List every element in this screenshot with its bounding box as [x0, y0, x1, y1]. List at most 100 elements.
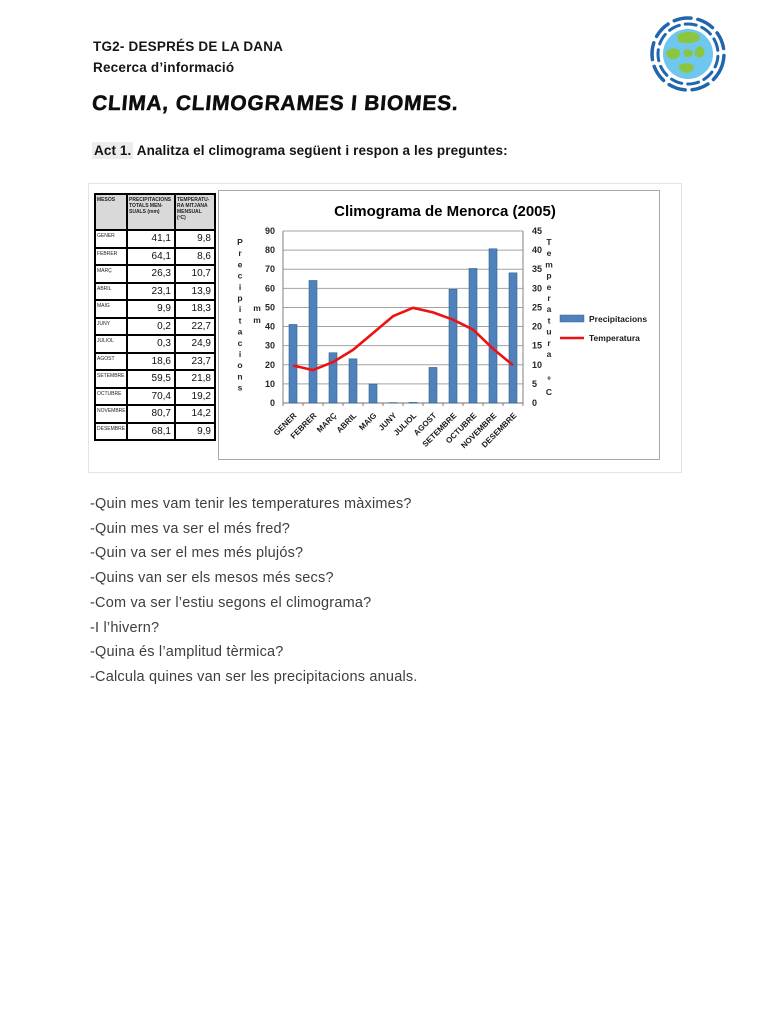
- right-axis-title: a: [547, 349, 552, 359]
- precip-bar: [348, 358, 358, 404]
- month-cell: SETEMBRE: [94, 369, 128, 389]
- left-axis-title: s: [238, 383, 243, 393]
- precip-bar: [288, 324, 298, 404]
- precip-bar: [488, 248, 498, 404]
- precip-bar: [448, 288, 458, 404]
- right-axis-tick-label: 25: [532, 302, 542, 312]
- right-axis-title: u: [546, 327, 551, 337]
- table-row: NOVEMBRE 80,7 14,2: [94, 404, 216, 424]
- right-axis-tick-label: 15: [532, 341, 542, 351]
- table-row: AGOST 18,6 23,7: [94, 351, 216, 371]
- right-axis-title: p: [546, 271, 551, 281]
- left-axis-title: e: [238, 259, 243, 269]
- activity-text: Analitza el climograma següent i respon …: [133, 143, 508, 158]
- left-axis-tick-label: 60: [265, 283, 275, 293]
- left-axis-tick-label: 80: [265, 245, 275, 255]
- climate-data-table: MESOS PRECIPITACIONS TOTALS MEN- SUALS (m…: [94, 193, 216, 441]
- temperature-cell: 8,6: [174, 246, 216, 266]
- temperature-cell: 21,8: [174, 369, 216, 389]
- left-axis-title: a: [238, 327, 243, 337]
- left-axis-title: i: [239, 304, 241, 314]
- temperature-cell: 19,2: [174, 386, 216, 406]
- temperature-cell: 14,2: [174, 404, 216, 424]
- doc-header-line1: TG2- DESPRÉS DE LA DANA: [93, 39, 284, 54]
- table-row: DESEMBRE 68,1 9,9: [94, 421, 216, 441]
- precip-bar: [408, 402, 418, 404]
- question-line: -Com va ser l’estiu segons el climograma…: [90, 594, 372, 611]
- precipitation-cell: 41,1: [126, 229, 176, 249]
- right-axis-title: T: [546, 237, 552, 247]
- activity-prompt: Act 1. Analitza el climograma següent i …: [92, 142, 508, 159]
- table-row: JULIOL 0,3 24,9: [94, 334, 216, 354]
- left-axis-title: i: [239, 349, 241, 359]
- month-cell: ABRIL: [94, 281, 128, 301]
- activity-label: Act 1.: [92, 142, 134, 159]
- climograma-figure: MESOS PRECIPITACIONS TOTALS MEN- SUALS (m…: [88, 183, 682, 473]
- table-header-cell: TEMPERATU- RA MITJANA MENSUAL (ºC): [174, 193, 216, 231]
- temperature-cell: 18,3: [174, 299, 216, 319]
- precip-bar: [428, 367, 438, 404]
- right-axis-tick-label: 35: [532, 264, 542, 274]
- question-line: -Quins van ser els mesos més secs?: [90, 570, 334, 587]
- left-axis-title: n: [237, 371, 242, 381]
- left-axis-unit: m: [253, 315, 261, 325]
- precip-bar: [508, 272, 518, 404]
- right-axis-title: e: [547, 248, 552, 258]
- doc-header: TG2- DESPRÉS DE LA DANA Recerca d’inform…: [93, 36, 283, 78]
- temperature-cell: 24,9: [174, 334, 216, 354]
- right-axis-tick-label: 0: [532, 398, 537, 408]
- x-axis-label: MAIG: [357, 411, 378, 432]
- left-axis-tick-label: 90: [265, 226, 275, 236]
- table-header-row: MESOS PRECIPITACIONS TOTALS MEN- SUALS (m…: [94, 193, 216, 231]
- left-axis-title: P: [237, 237, 243, 247]
- precipitation-cell: 23,1: [126, 281, 176, 301]
- legend-swatch-precipitations: [559, 314, 585, 323]
- precip-bar: [468, 268, 478, 404]
- month-cell: JULIOL: [94, 334, 128, 354]
- left-axis-title: i: [239, 282, 241, 292]
- question-line: -Calcula quines van ser les precipitacio…: [90, 668, 418, 685]
- left-axis-title: p: [237, 293, 242, 303]
- x-axis-label: ABRIL: [335, 411, 359, 435]
- left-axis-tick-label: 20: [265, 360, 275, 370]
- doc-header-line2: Recerca d’informació: [93, 60, 235, 75]
- right-axis-tick-label: 45: [532, 226, 542, 236]
- right-axis-tick-label: 20: [532, 322, 542, 332]
- right-axis-title: m: [545, 259, 553, 269]
- question-line: -I l’hivern?: [90, 619, 160, 636]
- questions-list: -Quin mes vam tenir les temperatures màx…: [90, 492, 418, 690]
- right-axis-title: r: [547, 293, 551, 303]
- precip-bar: [308, 280, 318, 404]
- right-axis-tick-label: 30: [532, 283, 542, 293]
- table-row: ABRIL 23,1 13,9: [94, 281, 216, 301]
- precipitation-cell: 18,6: [126, 351, 176, 371]
- left-axis-tick-label: 10: [265, 379, 275, 389]
- table-row: MAIG 9,9 18,3: [94, 299, 216, 319]
- month-cell: FEBRER: [94, 246, 128, 266]
- right-axis-tick-label: 40: [532, 245, 542, 255]
- globe-logo-icon: [648, 14, 728, 94]
- chart-title: Climograma de Menorca (2005): [334, 203, 556, 220]
- right-axis-title: t: [548, 315, 551, 325]
- left-axis-unit: m: [253, 303, 261, 313]
- month-cell: OCTUBRE: [94, 386, 128, 406]
- temperature-cell: 9,8: [174, 229, 216, 249]
- legend-label-temperature: Temperatura: [589, 333, 640, 343]
- month-cell: DESEMBRE: [94, 421, 128, 441]
- precipitation-cell: 0,3: [126, 334, 176, 354]
- question-line: -Quin mes va ser el més fred?: [90, 520, 291, 537]
- precipitation-cell: 9,9: [126, 299, 176, 319]
- question-line: -Quina és l’amplitud tèrmica?: [90, 644, 284, 661]
- left-axis-tick-label: 50: [265, 302, 275, 312]
- right-axis-unit: º: [547, 375, 550, 385]
- temperature-cell: 23,7: [174, 351, 216, 371]
- month-cell: JUNY: [94, 316, 128, 336]
- climograma-chart: Climograma de Menorca (2005) 0 10 20 30 40 50 6…: [237, 203, 647, 450]
- table-header-cell: MESOS: [94, 193, 128, 231]
- month-cell: NOVEMBRE: [94, 404, 128, 424]
- precipitation-cell: 26,3: [126, 264, 176, 284]
- table-row: FEBRER 64,1 8,6: [94, 246, 216, 266]
- temperature-cell: 22,7: [174, 316, 216, 336]
- month-cell: MAIG: [94, 299, 128, 319]
- temperature-cell: 9,9: [174, 421, 216, 441]
